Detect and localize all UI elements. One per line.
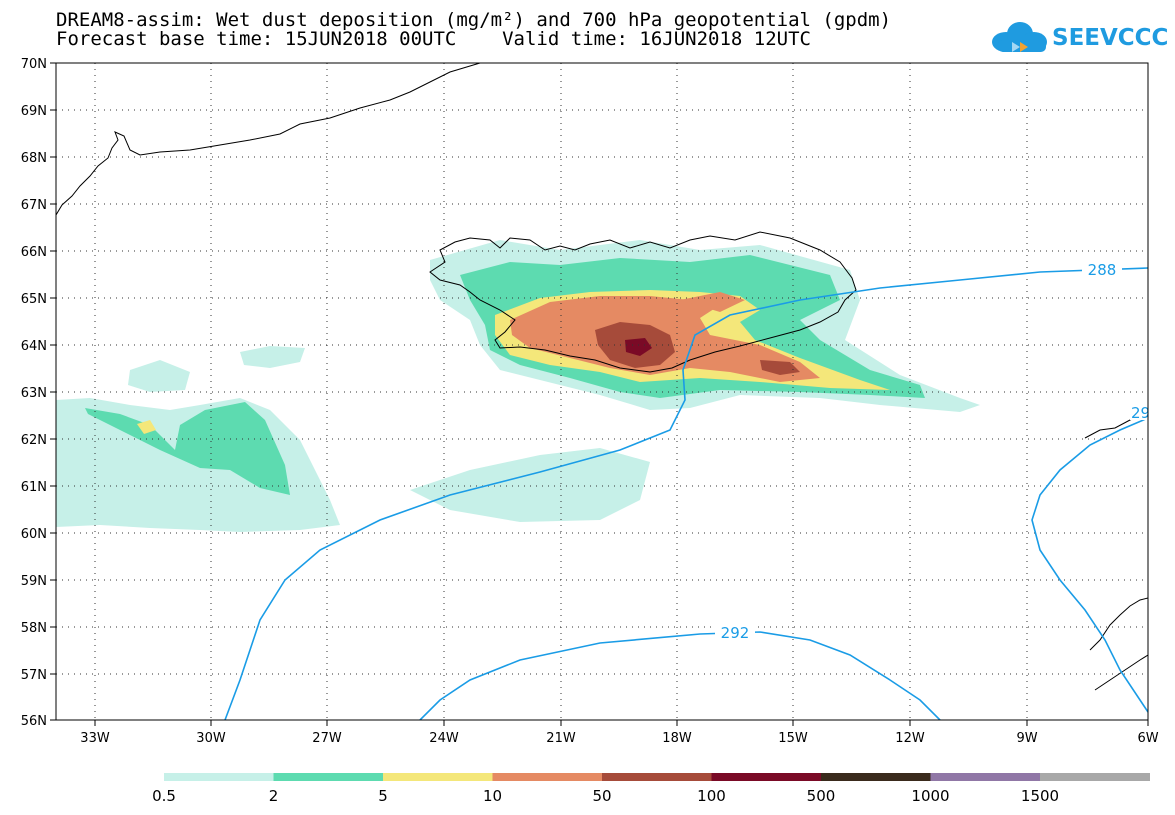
logo-text: SEEVCCC [1052, 25, 1169, 51]
colorbar-swatch [930, 773, 1041, 781]
contour-line-29x [1031, 417, 1148, 713]
colorbar-swatch [164, 773, 274, 781]
lat-label: 60N [21, 527, 47, 542]
dust-area-light-central-2 [410, 448, 650, 522]
dust-deposition-shading [56, 240, 980, 532]
lat-label: 70N [21, 57, 47, 72]
colorbar-swatch [1040, 773, 1150, 781]
colorbar-label: 2 [269, 787, 279, 805]
dust-area-yellow-west [137, 420, 156, 434]
greenland-coastline [56, 63, 481, 216]
lat-label: 56N [21, 714, 47, 729]
colorbar-label: 0.5 [152, 787, 176, 805]
lat-label: 64N [21, 339, 47, 354]
dust-area-light-west-2 [128, 360, 190, 392]
lon-label: 27W [312, 731, 342, 746]
colorbar-swatch [273, 773, 384, 781]
lat-label: 66N [21, 245, 47, 260]
lat-label: 57N [21, 668, 47, 683]
dust-area-light-west-3 [240, 346, 305, 368]
lat-label: 68N [21, 151, 47, 166]
seevccc-logo [992, 22, 1047, 52]
dust-area-brown-central-2 [760, 360, 800, 375]
contour-line-288 [224, 267, 1148, 720]
lat-label: 62N [21, 433, 47, 448]
colorbar-label: 10 [483, 787, 502, 805]
lat-label: 67N [21, 198, 47, 213]
colorbar-swatch [821, 773, 931, 781]
map-title-line-2: Forecast base time: 15JUN2018 00UTC Vali… [56, 28, 811, 50]
lon-label: 21W [546, 731, 576, 746]
dust-area-mid-west [85, 402, 290, 495]
lat-label: 58N [21, 621, 47, 636]
lat-label: 69N [21, 104, 47, 119]
contour-label-292: 292 [721, 624, 750, 642]
colorbar-swatch [711, 773, 822, 781]
colorbar-label: 1500 [1021, 787, 1059, 805]
coastlines [56, 63, 1148, 691]
contour-line-292 [419, 631, 941, 720]
colorbar-swatch [383, 773, 493, 781]
contour-labels: 288 292 29 [715, 261, 1150, 642]
colorbar-label: 50 [592, 787, 611, 805]
graticule [56, 63, 1148, 720]
colorbar-label: 5 [378, 787, 388, 805]
lon-label: 18W [662, 731, 692, 746]
contour-label-288: 288 [1088, 261, 1117, 279]
scotland-coastline [1089, 597, 1148, 691]
lon-label: 6W [1137, 731, 1158, 746]
colorbar-swatch [492, 773, 603, 781]
longitude-labels: 33W 30W 27W 24W 21W 18W 15W 12W 9W 6W [80, 731, 1158, 746]
iceland-coastline [429, 231, 857, 373]
lat-label: 61N [21, 480, 47, 495]
tick-marks [50, 62, 1149, 726]
map-title-line-1: DREAM8-assim: Wet dust deposition (mg/m²… [56, 9, 892, 31]
colorbar-label: 100 [697, 787, 726, 805]
cloud-icon [992, 22, 1047, 52]
lon-label: 15W [778, 731, 808, 746]
lat-label: 65N [21, 292, 47, 307]
contour-label-29: 29 [1131, 404, 1150, 422]
lon-label: 9W [1016, 731, 1037, 746]
lon-label: 30W [196, 731, 226, 746]
colorbar-swatch [602, 773, 712, 781]
lon-label: 24W [429, 731, 459, 746]
colorbar-label: 500 [807, 787, 836, 805]
colorbar: 0.5 2 5 10 50 100 500 1000 1500 [152, 773, 1150, 805]
lat-label: 63N [21, 386, 47, 401]
lon-label: 12W [895, 731, 925, 746]
dust-area-maroon-peak [625, 338, 652, 356]
lat-label: 59N [21, 574, 47, 589]
colorbar-label: 1000 [911, 787, 949, 805]
dust-area-orange-central-2 [680, 292, 745, 312]
latitude-labels: 70N 69N 68N 67N 66N 65N 64N 63N 62N 61N … [21, 57, 47, 729]
lon-label: 33W [80, 731, 110, 746]
